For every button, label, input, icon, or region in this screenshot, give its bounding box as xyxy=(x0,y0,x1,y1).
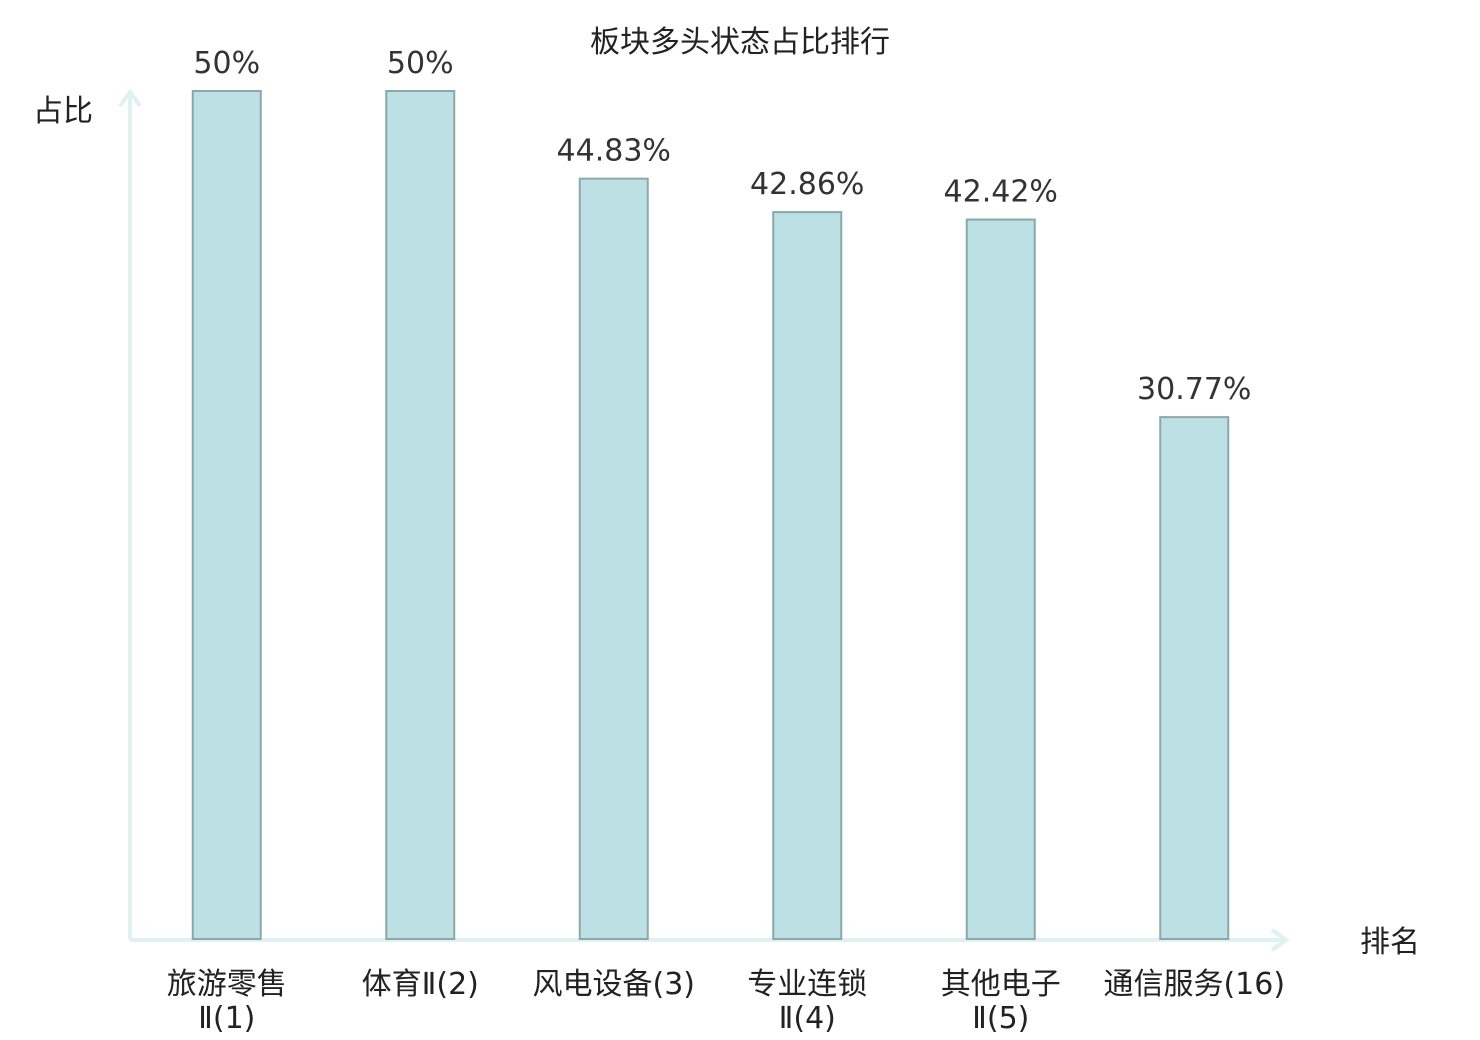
value-label-2: 50% xyxy=(387,46,454,81)
category-label-4-line-1: 专业连锁 xyxy=(747,967,867,1002)
bar-6 xyxy=(1159,416,1230,940)
bar-4 xyxy=(772,211,843,940)
x-axis-label: 排名 xyxy=(1360,925,1420,960)
x-axis-arrow xyxy=(1270,928,1290,952)
chart-title: 板块多头状态占比排行 xyxy=(590,25,890,60)
bar-2 xyxy=(385,90,456,940)
bars-group xyxy=(191,90,1230,940)
value-labels-group: 50% 50% 44.83% 42.86% 42.42% 30.77% xyxy=(193,46,1251,407)
bar-3 xyxy=(578,177,649,940)
value-label-6: 30.77% xyxy=(1137,372,1251,407)
y-axis-label: 占比 xyxy=(33,94,93,129)
category-label-1-line-2: Ⅱ(1) xyxy=(198,1001,255,1036)
value-label-4: 42.86% xyxy=(750,167,864,202)
y-axis-arrow xyxy=(118,88,142,108)
bar-1 xyxy=(191,90,262,940)
category-label-2: 体育Ⅱ(2) xyxy=(362,967,479,1002)
bar-5 xyxy=(965,218,1036,940)
category-label-5-line-2: Ⅱ(5) xyxy=(972,1001,1029,1036)
axes xyxy=(118,88,1290,952)
category-label-4-line-2: Ⅱ(4) xyxy=(779,1001,836,1036)
value-label-5: 42.42% xyxy=(944,175,1058,210)
category-label-6: 通信服务(16) xyxy=(1103,967,1285,1002)
category-label-1-line-1: 旅游零售 xyxy=(167,967,287,1002)
value-label-1: 50% xyxy=(193,46,260,81)
value-label-3: 44.83% xyxy=(557,134,671,169)
category-label-5-line-1: 其他电子 xyxy=(941,967,1061,1002)
category-label-3: 风电设备(3) xyxy=(533,967,696,1002)
